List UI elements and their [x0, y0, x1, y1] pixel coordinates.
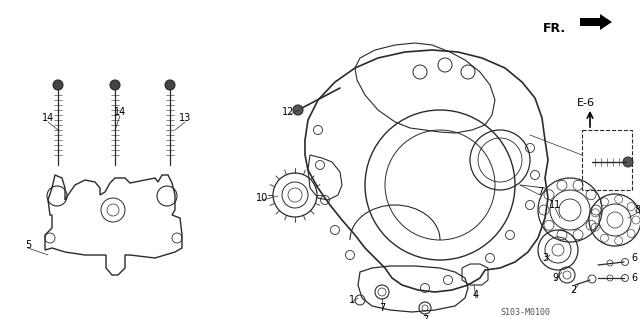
- Text: 7: 7: [422, 315, 428, 319]
- Text: 14: 14: [42, 113, 54, 123]
- Text: 4: 4: [473, 290, 479, 300]
- Text: 14: 14: [114, 107, 126, 117]
- Text: 11: 11: [549, 200, 561, 210]
- Text: 7: 7: [537, 187, 543, 197]
- Text: 5: 5: [25, 240, 31, 250]
- Text: 12: 12: [282, 107, 294, 117]
- Text: S103-M0100: S103-M0100: [500, 308, 550, 317]
- Circle shape: [110, 80, 120, 90]
- Circle shape: [165, 80, 175, 90]
- Text: E-6: E-6: [577, 98, 595, 108]
- Text: 6: 6: [631, 253, 637, 263]
- Text: 2: 2: [570, 285, 576, 295]
- Text: 8: 8: [634, 205, 640, 215]
- Text: 6: 6: [631, 273, 637, 283]
- Text: 13: 13: [179, 113, 191, 123]
- Circle shape: [623, 157, 633, 167]
- Circle shape: [293, 105, 303, 115]
- Text: 1: 1: [349, 295, 355, 305]
- Text: 9: 9: [552, 273, 558, 283]
- Text: 7: 7: [379, 303, 385, 313]
- Text: 3: 3: [542, 253, 548, 263]
- Bar: [582, 130, 632, 190]
- Polygon shape: [580, 14, 612, 30]
- Text: FR.: FR.: [543, 22, 566, 35]
- Text: 10: 10: [256, 193, 268, 203]
- Circle shape: [53, 80, 63, 90]
